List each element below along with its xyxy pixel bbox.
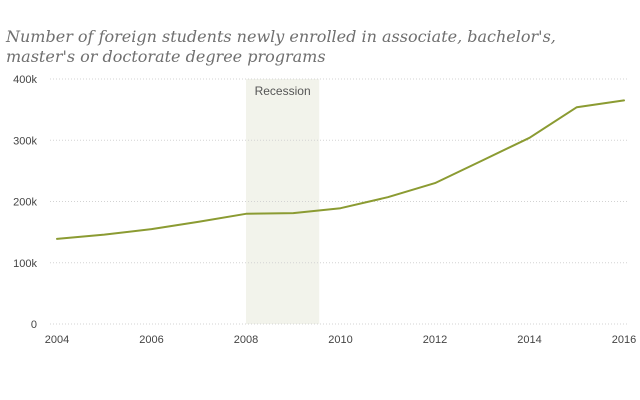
x-tick-label: 2012: [423, 334, 447, 346]
y-tick-label: 0: [31, 319, 37, 331]
x-tick-label: 2010: [328, 334, 352, 346]
x-tick-label: 2006: [139, 334, 163, 346]
annotation-layer: Recession: [255, 84, 311, 98]
y-axis-tick-labels: 0 100k 200k 300k 400k: [13, 74, 37, 331]
recession-shade: [246, 79, 320, 324]
x-tick-label: 2016: [612, 334, 636, 346]
y-tick-label: 100k: [13, 258, 37, 270]
series-layer: [56, 99, 625, 240]
x-tick-label: 2008: [234, 334, 258, 346]
gridlines: [50, 78, 628, 325]
x-axis-tick-labels: 2004 2006 2008 2010 2012 2014 2016: [45, 334, 636, 346]
y-tick-label: 400k: [13, 74, 37, 86]
y-tick-label: 200k: [13, 197, 37, 209]
x-tick-label: 2004: [45, 334, 69, 346]
chart-title: Number of foreign students newly enrolle…: [6, 27, 556, 66]
series-line: [56, 99, 625, 240]
x-tick-label: 2014: [517, 334, 541, 346]
recession-label: Recession: [255, 84, 311, 98]
recession-shade-layer: [246, 79, 320, 324]
y-tick-label: 300k: [13, 135, 37, 147]
